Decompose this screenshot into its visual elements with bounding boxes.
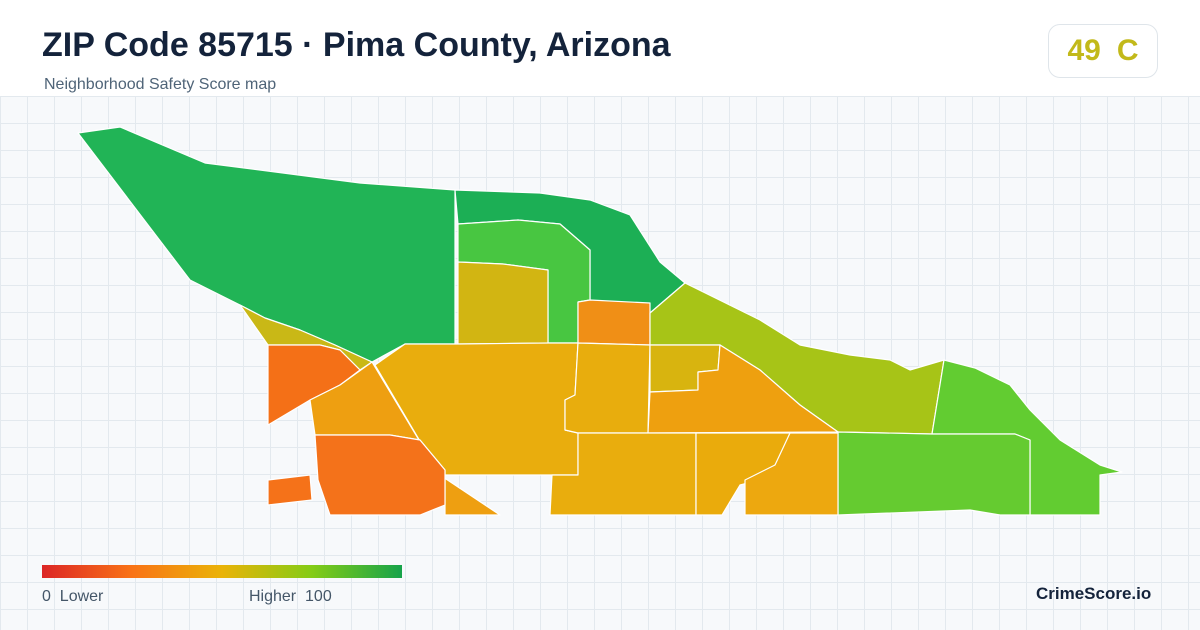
region-southwest[interactable] [314,434,446,516]
region-east[interactable] [837,431,1031,516]
legend-low-value: 0 [42,588,51,605]
header-background [0,0,1200,96]
safety-score-value: 49 [1067,34,1101,67]
region-west-small[interactable] [267,474,313,506]
region-center-small[interactable] [577,299,651,346]
page-title: ZIP Code 85715 · Pima County, Arizona [42,26,671,64]
legend-low-label: 0 Lower [42,588,103,606]
legend-color-scale [42,565,402,578]
legend-high-value: 100 [305,588,332,605]
region-center-mid[interactable] [564,342,651,434]
legend-high-label: Higher 100 [249,588,332,606]
legend-low-text: Lower [59,588,104,605]
safety-grade: C [1116,34,1139,67]
safety-score-badge: 49 C [1048,24,1158,78]
region-south-east-2[interactable] [744,432,839,516]
region-center-north[interactable] [457,261,549,345]
legend-high-text: Higher [249,588,297,605]
brand-logo-text[interactable]: CrimeScore.io [1036,584,1152,603]
region-east-central[interactable] [647,344,839,434]
page-subtitle: Neighborhood Safety Score map [44,76,277,93]
